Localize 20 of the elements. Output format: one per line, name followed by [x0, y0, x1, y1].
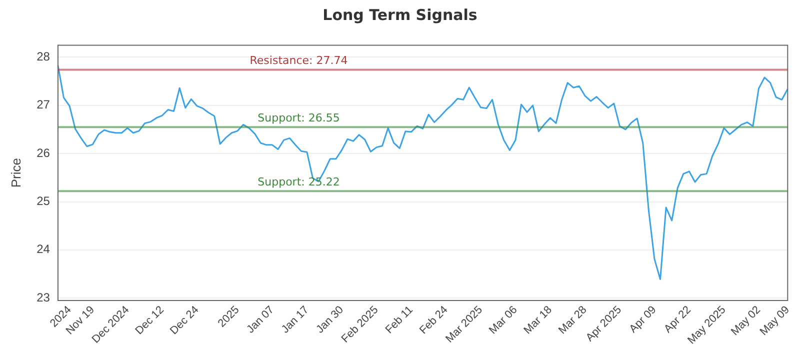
x-tick-label: Feb 11 [383, 304, 416, 336]
x-tick-label: Jan 07 [244, 304, 276, 336]
y-tick-label: 25 [36, 194, 50, 208]
x-tick-label: Dec 12 [133, 304, 166, 338]
chart-title: Long Term Signals [322, 5, 478, 26]
x-tick-label: Mar 18 [522, 304, 554, 337]
y-tick-label: 28 [36, 50, 50, 64]
x-tick-label: Jan 17 [279, 304, 312, 336]
x-tick-label: Apr 09 [627, 304, 659, 336]
y-axis-title: Price [8, 158, 24, 188]
x-tick-label: Jan 30 [314, 304, 346, 336]
x-tick-label: Dec 24 [168, 304, 202, 338]
y-tick-label: 24 [36, 242, 50, 256]
x-tick-label: Mar 06 [487, 304, 520, 337]
ref-line-label: Support: 26.55 [258, 111, 340, 124]
y-tick-label: 23 [36, 290, 50, 304]
ref-line-label: Support: 25.22 [258, 176, 340, 189]
y-tick-label: 26 [36, 146, 50, 160]
ref-line-label: Resistance: 27.74 [250, 54, 348, 68]
y-tick-label: 27 [36, 98, 50, 112]
